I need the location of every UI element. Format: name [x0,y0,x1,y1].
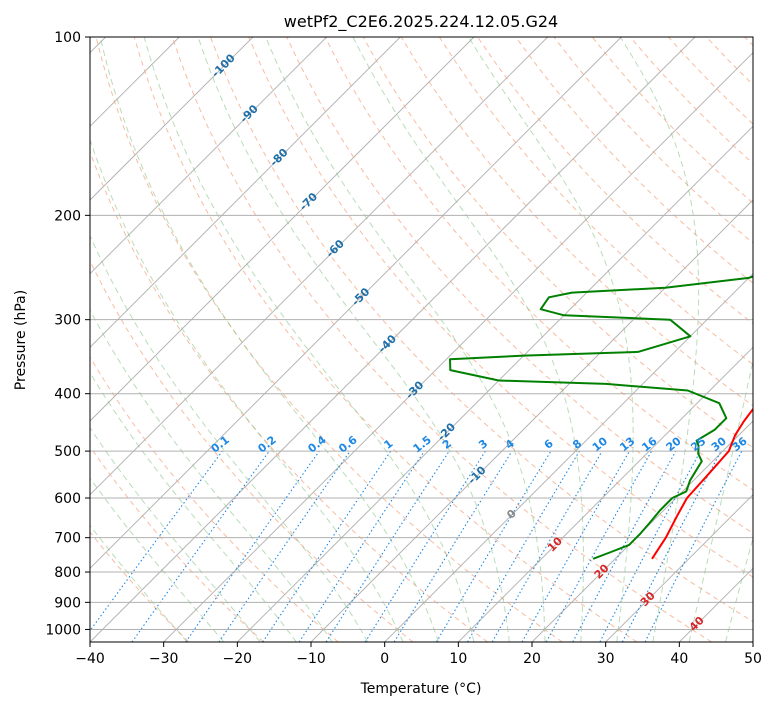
dry-adiabat-line [286,37,753,534]
isotherm-line [90,37,549,496]
x-axis: −40 −30 −20 −10 0 10 20 30 40 50 [75,642,762,667]
mixing-ratio-line [644,450,743,642]
y-tick-label: 700 [54,531,81,547]
isotherm-line [90,37,622,570]
mixing-ratio-line [131,450,270,642]
x-tick-label: 10 [449,651,467,667]
moist-adiabat-line [90,309,333,642]
dry-adiabat-line [248,37,753,578]
y-tick-label: 300 [54,313,81,329]
dry-adiabat-line [90,150,488,642]
plot-frame [89,36,754,643]
dry-adiabat-line [95,37,563,642]
isotherm-line [163,51,753,642]
moist-adiabat-line [90,426,261,642]
moist-adiabat-line [197,37,510,642]
y-axis-title: Pressure (hPa) [13,290,29,390]
dewpoint-profile-line [449,275,753,560]
mixing-ratio-line [572,450,677,642]
y-tick-label: 100 [54,30,81,46]
x-tick-label: 0 [380,651,389,667]
isotherm-line [90,37,475,422]
mixing-ratio-line [393,450,513,642]
y-tick-label: 900 [54,595,81,611]
series-layer [449,275,753,560]
isotherm-line [384,272,753,642]
mixing-ratio-line [298,450,425,642]
y-axis: 1000 900 800 700 600 500 400 300 200 100 [45,30,90,638]
x-tick-label: 50 [744,651,762,667]
isotherm-line [90,37,328,275]
isotherm-line [90,37,401,349]
y-tick-label: 400 [54,387,81,403]
moist-adiabat-line [90,371,297,642]
dry-adiabat-line [90,356,339,642]
chart-title: wetPf2_C2E6.2025.224.12.05.G24 [284,12,558,32]
moist-adiabat-line [143,37,475,642]
mixing-ratio-line [325,450,450,642]
moist-adiabat-line [265,37,546,642]
y-tick-label: 200 [54,208,81,224]
isotherm-line [605,493,753,642]
isotherm-line [90,37,696,642]
moist-adiabat-line [90,477,225,642]
mixing-ratio-line [185,450,320,642]
isotherm-line [457,346,753,642]
x-tick-label: −10 [296,651,326,667]
x-tick-label: 40 [670,651,688,667]
moist-adiabat-line [352,37,584,642]
moist-adiabat-line [688,358,753,642]
x-tick-label: −30 [149,651,179,667]
dry-adiabat-line [171,37,712,642]
dry-adiabat-line [438,37,753,366]
x-axis-title: Temperature (°C) [360,681,482,697]
moist-adiabat-line [90,138,404,642]
dry-adiabat-line [210,37,753,623]
y-tick-label: 1000 [45,622,81,638]
x-tick-label: 20 [523,651,541,667]
y-tick-label: 500 [54,444,81,460]
dry-adiabat-line [90,445,264,642]
moist-adiabat-line [90,524,188,642]
moist-adiabat-line [90,234,369,642]
dry-adiabat-line [133,37,638,642]
x-tick-label: −20 [223,651,253,667]
mixing-ratio-line [90,450,223,632]
moist-adiabat-line [725,536,753,642]
mixing-ratio-line [262,450,392,642]
isotherm-line [90,37,254,201]
temperature-profile-line [651,407,753,560]
moist-adiabat-line [619,37,700,642]
mixing-ratio-line [521,450,630,642]
moist-adiabat-line [99,37,439,642]
dry-adiabat-line [515,37,753,284]
isotherm-line [236,125,753,642]
y-tick-label: 600 [54,491,81,507]
dry-adiabat-line [90,531,190,642]
background-lines [90,37,753,642]
y-tick-label: 800 [54,565,81,581]
pressure-gridlines [90,37,753,630]
mixing-ratio-line [545,450,653,642]
x-tick-label: −40 [75,651,105,667]
dry-adiabat-line [400,37,753,407]
dry-adiabat-line [90,259,414,642]
mixing-ratio-line [218,450,351,642]
x-tick-label: 30 [597,651,615,667]
